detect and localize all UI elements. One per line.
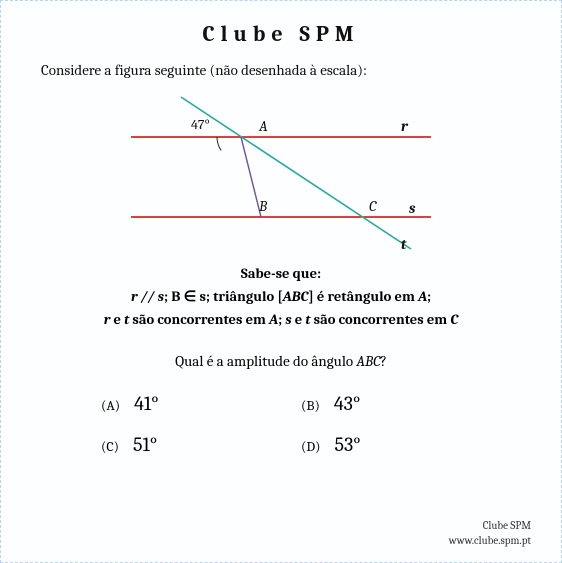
txt: ? xyxy=(381,352,387,370)
question-text: Qual é a amplitude do ângulo ABC? xyxy=(29,352,533,370)
txt: A xyxy=(269,311,278,328)
label-angle: 47° xyxy=(191,116,210,133)
option-d[interactable]: (D) 53° xyxy=(301,433,461,456)
segment-ab xyxy=(241,137,261,217)
prompt-text: Considere a figura seguinte (não desenha… xyxy=(41,61,521,79)
figure-container: 47° A B Cr st xyxy=(29,89,533,259)
option-value: 41° xyxy=(134,392,159,415)
txt: ] é retângulo em xyxy=(308,288,418,305)
txt: Qual é a amplitude do ângulo xyxy=(175,352,356,370)
option-value: 51° xyxy=(133,433,157,456)
txt: são concorrentes em xyxy=(310,311,450,328)
label-r: r xyxy=(401,117,409,135)
option-value: 53° xyxy=(334,433,360,456)
angle-arc xyxy=(217,137,221,150)
line-t xyxy=(181,97,411,249)
page-title: Clube SPM xyxy=(29,21,533,47)
txt: ABC xyxy=(356,352,380,370)
footer-line-2: www.clube.spm.pt xyxy=(449,534,531,548)
txt: A xyxy=(418,288,427,305)
txt: e xyxy=(292,311,306,328)
txt: C xyxy=(450,311,458,328)
option-tag: (C) xyxy=(101,438,119,455)
option-value: 43° xyxy=(334,392,361,415)
known-heading: Sabe-se que: xyxy=(29,265,533,282)
options-grid: (A) 41° (B) 43° (C) 51° (D) 53° xyxy=(101,392,461,456)
footer-line-1: Clube SPM xyxy=(449,519,531,533)
label-C: C xyxy=(369,197,377,215)
option-c[interactable]: (C) 51° xyxy=(101,433,261,456)
option-tag: (D) xyxy=(301,438,320,455)
label-t: t xyxy=(401,235,407,253)
problem-card: Clube SPM Considere a figura seguinte (n… xyxy=(0,0,562,563)
txt: e xyxy=(110,311,124,328)
txt: ABC xyxy=(283,288,309,305)
txt: r // s xyxy=(131,288,164,305)
label-B: B xyxy=(258,197,268,215)
known-line-2: r e t são concorrentes em A; s e t são c… xyxy=(29,311,533,328)
txt: ; B ∈ s; triângulo [ xyxy=(164,288,283,305)
txt: são concorrentes em xyxy=(129,311,269,328)
label-A: A xyxy=(258,117,268,135)
label-s: s xyxy=(409,199,416,217)
txt: ; xyxy=(427,288,431,305)
known-line-1: r // s; B ∈ s; triângulo [ABC] é retângu… xyxy=(29,288,533,305)
option-b[interactable]: (B) 43° xyxy=(301,392,461,415)
option-tag: (A) xyxy=(101,397,120,414)
option-tag: (B) xyxy=(301,397,320,414)
geometry-figure: 47° A B Cr st xyxy=(101,89,461,259)
footer: Clube SPM www.clube.spm.pt xyxy=(449,519,531,548)
option-a[interactable]: (A) 41° xyxy=(101,392,261,415)
